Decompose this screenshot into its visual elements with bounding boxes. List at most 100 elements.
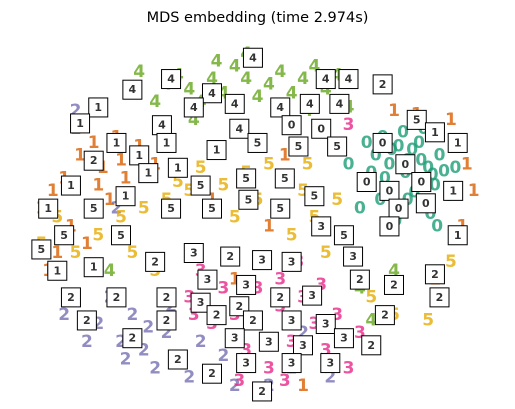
digit-point-1: 1 (74, 145, 86, 165)
thumbnail-frame (411, 172, 432, 192)
digit-thumbnail: 3 (252, 250, 273, 271)
digit-point-2: 2 (115, 332, 127, 352)
thumbnail-digit-3: 3 (340, 332, 348, 345)
thumbnail-digit-5: 5 (197, 179, 205, 192)
thumbnail-frame (156, 287, 177, 308)
thumbnail-digit-0: 0 (386, 220, 394, 233)
thumbnail-digit-1: 1 (174, 161, 182, 174)
digit-thumbnail: 3 (343, 246, 364, 267)
thumbnail-frame (372, 132, 393, 153)
digit-point-1: 1 (115, 151, 127, 171)
digit-point-5: 5 (183, 181, 195, 201)
thumbnail-frame (145, 251, 166, 272)
digit-thumbnail: 4 (202, 83, 222, 104)
digit-thumbnail: 1 (156, 132, 177, 153)
thumbnail-digit-4: 4 (231, 97, 239, 110)
thumbnail-digit-0: 0 (363, 176, 371, 189)
digit-point-1: 1 (279, 145, 291, 165)
thumbnail-frame (274, 168, 295, 189)
thumbnail-digit-2: 2 (379, 78, 387, 91)
digit-point-5: 5 (302, 154, 314, 174)
digit-thumbnail: 0 (411, 172, 432, 192)
thumbnail-frame (384, 274, 404, 295)
thumbnail-frame (395, 154, 416, 175)
thumbnail-digit-1: 1 (76, 117, 84, 130)
thumbnail-digit-2: 2 (163, 291, 171, 304)
thumbnail-frame (270, 198, 291, 219)
digit-point-4: 4 (104, 261, 116, 281)
thumbnail-frame (70, 113, 91, 134)
digit-point-0: 0 (343, 154, 355, 174)
digit-thumbnail: 3 (315, 314, 336, 334)
digit-point-2: 2 (149, 358, 161, 378)
thumbnail-digit-1: 1 (44, 202, 52, 215)
digit-thumbnail: 1 (38, 198, 59, 219)
thumbnail-frame (415, 193, 436, 214)
thumbnail-digit-5: 5 (281, 172, 289, 185)
digit-thumbnail: 0 (379, 180, 400, 201)
digit-thumbnail: 2 (156, 310, 177, 331)
thumbnail-digit-1: 1 (135, 149, 143, 162)
thumbnail-frame (343, 246, 364, 267)
digit-point-2: 2 (138, 341, 150, 361)
digit-point-2: 2 (183, 367, 195, 387)
thumbnail-frame (122, 328, 143, 349)
digit-thumbnail: 5 (247, 132, 268, 153)
thumbnail-frame (224, 328, 245, 349)
thumbnail-frame (447, 225, 468, 246)
thumbnail-digit-1: 1 (431, 126, 439, 139)
digit-point-5: 5 (422, 310, 434, 330)
thumbnail-digit-3: 3 (190, 247, 198, 260)
thumbnail-digit-3: 3 (326, 357, 334, 370)
thumbnail-frame (190, 292, 211, 313)
digit-point-1: 1 (263, 216, 275, 236)
digit-point-5: 5 (70, 243, 82, 263)
digit-point-4: 4 (211, 51, 223, 71)
thumbnail-frame (47, 260, 68, 281)
thumbnail-digit-2: 2 (208, 367, 216, 380)
thumbnail-digit-1: 1 (454, 229, 462, 242)
digit-point-5: 5 (195, 158, 207, 178)
digit-point-5: 5 (172, 172, 184, 192)
digit-point-3: 3 (354, 323, 366, 343)
digit-thumbnail: 2 (202, 363, 222, 384)
digit-thumbnail: 3 (281, 251, 302, 272)
digit-thumbnail: 5 (190, 175, 211, 196)
digit-point-5: 5 (320, 243, 332, 263)
digit-point-2: 2 (229, 376, 241, 396)
thumbnail-frame (83, 257, 104, 278)
digit-point-2: 2 (58, 305, 70, 325)
thumbnail-digit-1: 1 (122, 190, 130, 203)
thumbnail-digit-1: 1 (449, 184, 457, 197)
digit-thumbnail: 1 (206, 140, 227, 161)
digit-thumbnail: 0 (356, 172, 377, 192)
thumbnail-frame (220, 246, 241, 267)
digit-point-5: 5 (217, 176, 229, 196)
digit-thumbnail: 4 (242, 47, 263, 68)
thumbnail-digit-1: 1 (90, 261, 98, 274)
digit-point-3: 3 (308, 314, 320, 334)
thumbnail-digit-3: 3 (299, 339, 307, 352)
thumbnail-frame (236, 168, 257, 189)
thumbnail-frame (54, 225, 75, 246)
thumbnail-frame (293, 335, 313, 356)
thumbnail-digit-0: 0 (402, 158, 410, 171)
digit-thumbnail: 4 (161, 69, 182, 90)
digit-thumbnail: 3 (320, 353, 341, 374)
thumbnail-digit-0: 0 (395, 202, 403, 215)
thumbnail-digit-2: 2 (431, 268, 439, 281)
thumbnail-frame (106, 287, 127, 308)
digit-point-3: 3 (263, 358, 275, 378)
thumbnail-digit-2: 2 (390, 278, 398, 291)
digit-point-5: 5 (115, 208, 127, 228)
thumbnail-digit-2: 2 (67, 291, 75, 304)
digit-point-3: 3 (233, 371, 245, 391)
thumbnail-digit-5: 5 (208, 202, 216, 215)
thumbnail-digit-0: 0 (386, 184, 394, 197)
thumbnail-frame (333, 225, 354, 246)
thumbnail-digit-1: 1 (454, 136, 462, 149)
digit-thumbnail: 3 (281, 353, 302, 374)
digit-thumbnail: 0 (415, 193, 436, 214)
thumbnail-frame (236, 274, 257, 295)
digit-thumbnail: 1 (129, 145, 150, 166)
